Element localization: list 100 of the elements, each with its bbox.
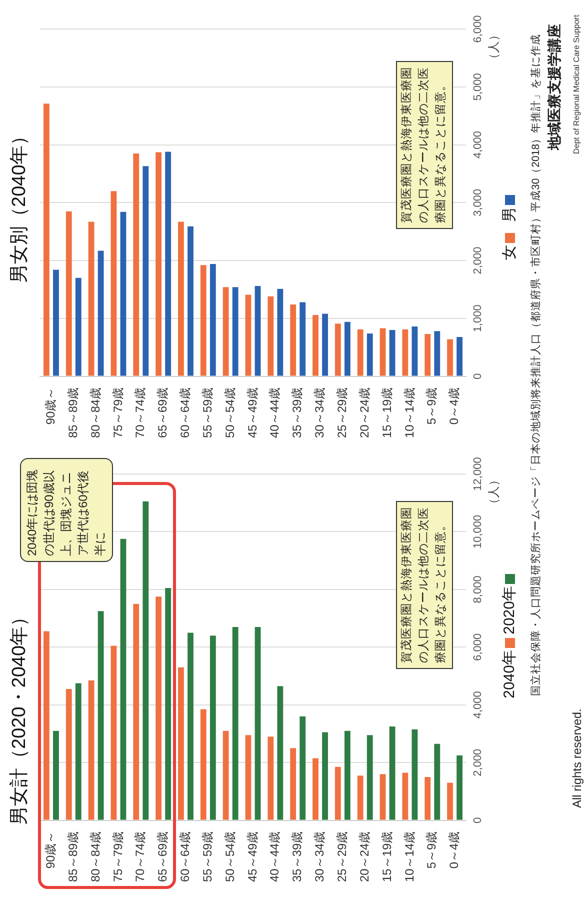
bar bbox=[222, 287, 229, 376]
bar bbox=[412, 729, 418, 820]
bar bbox=[366, 333, 373, 376]
bar bbox=[156, 596, 162, 820]
text: 男女計（2020・2040年） bbox=[8, 606, 31, 825]
bar bbox=[412, 326, 418, 376]
text: 国立社会保障・人口問題研究所ホームページ「日本の地域別将来推計人口（都道府県・市区町村）平成30（2018）年推計」を基に作成 bbox=[529, 32, 543, 696]
x-tick-label: 45～49歳 bbox=[245, 831, 260, 882]
bar bbox=[110, 191, 117, 376]
x-tick-label: 65～69歳 bbox=[156, 831, 170, 882]
bar bbox=[178, 667, 184, 820]
x-tick-label: 30～34歳 bbox=[312, 831, 327, 882]
y-tick-label: 1,000 bbox=[472, 304, 484, 332]
x-tick-label: 75～79歳 bbox=[110, 831, 125, 882]
x-tick-label: 25～29歳 bbox=[334, 387, 349, 438]
x-tick-label: 80～84歳 bbox=[88, 831, 102, 882]
bar bbox=[188, 632, 194, 820]
bar bbox=[277, 288, 284, 376]
annotation: 賀茂医療圏と熱海伊東医療圏の人口スケールは他の二次医療圏と異なることに留意。 bbox=[396, 61, 453, 229]
bar bbox=[434, 331, 440, 376]
bar bbox=[344, 322, 350, 376]
bar bbox=[75, 278, 82, 376]
bar bbox=[165, 588, 172, 820]
bar bbox=[254, 286, 261, 376]
bar bbox=[210, 636, 216, 820]
x-tick-label: 90歳～ bbox=[44, 831, 58, 869]
bar bbox=[334, 766, 341, 820]
x-tick-label: 20～24歳 bbox=[357, 387, 372, 438]
x-tick-label: 70～74歳 bbox=[133, 387, 148, 438]
bar bbox=[357, 776, 364, 820]
bar bbox=[165, 152, 172, 376]
x-tick-label: 40～44歳 bbox=[268, 387, 282, 438]
bar bbox=[268, 296, 274, 376]
bar bbox=[88, 680, 94, 820]
bar bbox=[210, 264, 216, 376]
y-tick-label: 3,000 bbox=[472, 188, 484, 216]
bar bbox=[222, 730, 229, 820]
legend-label: 男 bbox=[500, 207, 519, 222]
text: Dept of Regional Medical Care Support bbox=[572, 14, 581, 154]
x-tick-label: 85～89歳 bbox=[66, 831, 80, 882]
text: 男女別（2040年） bbox=[8, 126, 31, 283]
annotation: 2040年には団塊の世代は90歳以上、団塊ジュニア世代は60代後半に bbox=[20, 458, 113, 562]
y-tick-label: 0 bbox=[472, 817, 484, 824]
annotation: 賀茂医療圏と熱海伊東医療圏の人口スケールは他の二次医療圏と異なることに留意。 bbox=[396, 501, 453, 669]
x-tick-label: 0～4歳 bbox=[447, 831, 462, 869]
y-axis-title: （人） bbox=[486, 29, 500, 65]
x-tick-label: 15～19歳 bbox=[380, 831, 394, 882]
bar bbox=[142, 166, 149, 376]
x-tick-label: 10～14歳 bbox=[402, 387, 416, 438]
y-tick-label: 6,000 bbox=[472, 15, 484, 43]
bar bbox=[98, 250, 104, 376]
x-tick-label: 10～14歳 bbox=[402, 831, 416, 882]
bar bbox=[245, 735, 252, 820]
bar bbox=[322, 314, 328, 376]
text: All rights reserved. bbox=[570, 708, 584, 808]
bar bbox=[232, 626, 238, 820]
bar bbox=[402, 772, 408, 820]
bar bbox=[300, 716, 306, 820]
bar bbox=[88, 222, 94, 376]
bar bbox=[290, 304, 296, 376]
bar bbox=[110, 646, 117, 820]
legend-label: 2020年 bbox=[500, 586, 519, 634]
bar bbox=[277, 686, 284, 820]
bar bbox=[366, 735, 373, 820]
bar bbox=[424, 777, 431, 820]
bar bbox=[402, 329, 408, 376]
y-tick-label: 6,000 bbox=[472, 633, 484, 661]
bar bbox=[456, 755, 463, 820]
bar bbox=[120, 538, 126, 820]
bar bbox=[200, 265, 206, 376]
bar bbox=[200, 709, 206, 820]
x-tick-label: 55～59歳 bbox=[200, 831, 214, 882]
bar bbox=[53, 270, 59, 376]
legend-label: 女 bbox=[500, 245, 519, 260]
bar bbox=[75, 683, 82, 820]
bar bbox=[380, 328, 386, 376]
bar bbox=[322, 732, 328, 820]
y-tick-label: 2,000 bbox=[472, 748, 484, 776]
y-tick-label: 5,000 bbox=[472, 73, 484, 101]
bar bbox=[312, 314, 318, 376]
bar bbox=[53, 730, 59, 820]
bar bbox=[142, 501, 149, 820]
x-tick-label: 85～89歳 bbox=[66, 387, 80, 438]
legend-label: 2040年 bbox=[500, 650, 519, 698]
bar bbox=[380, 774, 386, 820]
bar bbox=[232, 287, 238, 376]
text: 地域医療支援学講座 bbox=[546, 23, 563, 150]
bar bbox=[434, 744, 440, 820]
y-tick-label: 4,000 bbox=[472, 691, 484, 719]
x-tick-label: 80～84歳 bbox=[88, 387, 102, 438]
y-tick-label: 8,000 bbox=[472, 576, 484, 604]
bar bbox=[447, 339, 453, 376]
x-tick-label: 25～29歳 bbox=[334, 831, 349, 882]
bar bbox=[245, 294, 252, 376]
bar bbox=[447, 782, 453, 820]
bar bbox=[66, 689, 72, 820]
x-tick-label: 50～54歳 bbox=[222, 387, 237, 438]
x-tick-label: 0～4歳 bbox=[447, 387, 462, 425]
x-tick-label: 35～39歳 bbox=[290, 831, 304, 882]
bar bbox=[188, 226, 194, 376]
